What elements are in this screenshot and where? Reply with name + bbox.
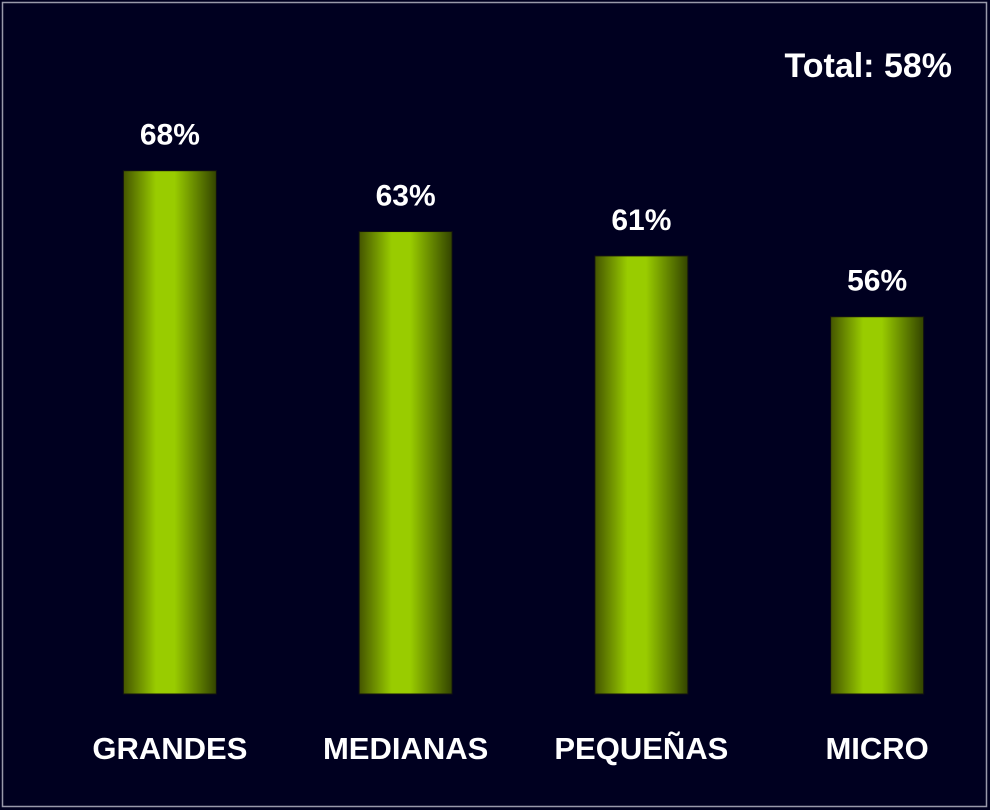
value-label: 56% <box>847 265 907 298</box>
x-tick-label: PEQUEÑAS <box>554 731 728 766</box>
x-tick-label: MICRO <box>825 731 928 766</box>
value-label: 68% <box>140 119 200 152</box>
bar <box>122 170 217 695</box>
value-label: 61% <box>611 204 671 237</box>
total-annotation: Total: 58% <box>784 47 952 85</box>
bar <box>358 231 453 695</box>
x-tick-label: MEDIANAS <box>323 731 488 766</box>
x-tick-label: GRANDES <box>92 731 247 766</box>
value-label: 63% <box>376 179 436 212</box>
bar <box>830 316 925 695</box>
bar <box>594 255 689 695</box>
